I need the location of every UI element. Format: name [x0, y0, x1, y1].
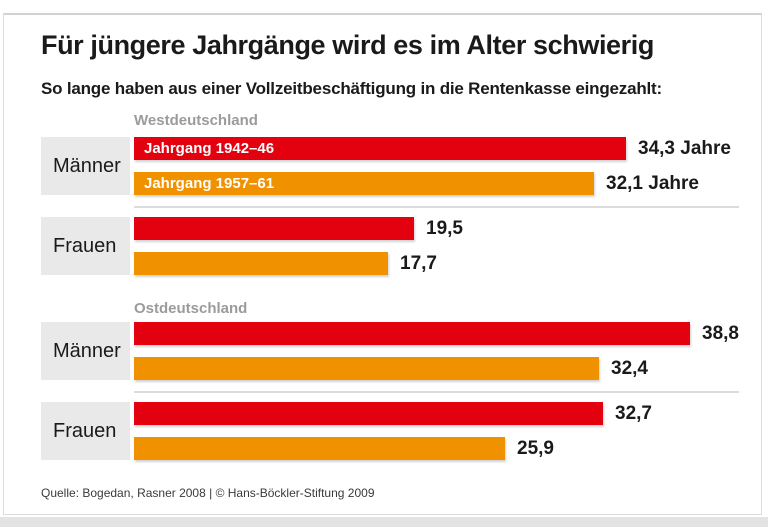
bar-row: 32,7	[134, 402, 652, 425]
bar-jahrgang-1942-46	[134, 217, 414, 240]
bar-jahrgang-1957-61: Jahrgang 1957–61	[134, 172, 594, 195]
bar-row: 17,7	[134, 252, 463, 275]
chart-title: Für jüngere Jahrgänge wird es im Alter s…	[41, 30, 654, 60]
section-heading-ostdeutschland: Ostdeutschland	[134, 300, 248, 317]
group-westdeutschland-m-nner: Männer Jahrgang 1942–46 34,3 Jahre Jahrgang…	[41, 137, 761, 195]
bar-row: 19,5	[134, 217, 463, 240]
bottom-strip	[0, 517, 768, 527]
value-label: 32,4	[611, 357, 648, 379]
bar-series-label: Jahrgang 1942–46	[144, 140, 275, 157]
bar-jahrgang-1942-46	[134, 402, 603, 425]
bar-row: 32,4	[134, 357, 739, 380]
bar-series-label: Jahrgang 1957–61	[144, 175, 275, 192]
group-separator	[134, 391, 739, 393]
bars-column: 32,7 25,9	[134, 402, 652, 460]
value-label: 34,3 Jahre	[638, 137, 731, 159]
group-label: Männer	[41, 322, 130, 380]
value-label: 17,7	[400, 252, 437, 274]
group-label: Frauen	[41, 402, 130, 460]
source-credit: Quelle: Bogedan, Rasner 2008 | © Hans-Bö…	[41, 486, 375, 500]
bar-jahrgang-1942-46: Jahrgang 1942–46	[134, 137, 626, 160]
group-westdeutschland-frauen: Frauen 19,5 17,7	[41, 217, 761, 275]
bars-column: 38,8 32,4	[134, 322, 739, 380]
group-separator	[134, 206, 739, 208]
bar-row: Jahrgang 1942–46 34,3 Jahre	[134, 137, 731, 160]
value-label: 32,1 Jahre	[606, 172, 699, 194]
bar-row: 38,8	[134, 322, 739, 345]
value-label: 19,5	[426, 217, 463, 239]
bar-jahrgang-1957-61	[134, 437, 505, 460]
bars-column: Jahrgang 1942–46 34,3 Jahre Jahrgang 1957–…	[134, 137, 731, 195]
section-heading-westdeutschland: Westdeutschland	[134, 112, 258, 129]
group-label: Frauen	[41, 217, 130, 275]
value-label: 32,7	[615, 402, 652, 424]
group-ostdeutschland-frauen: Frauen 32,7 25,9	[41, 402, 761, 460]
bars-column: 19,5 17,7	[134, 217, 463, 275]
bar-jahrgang-1942-46	[134, 322, 690, 345]
value-label: 25,9	[517, 437, 554, 459]
bar-jahrgang-1957-61	[134, 252, 388, 275]
group-ostdeutschland-m-nner: Männer 38,8 32,4	[41, 322, 761, 380]
group-label: Männer	[41, 137, 130, 195]
value-label: 38,8	[702, 322, 739, 344]
bar-jahrgang-1957-61	[134, 357, 599, 380]
bar-chart: Westdeutschland Männer Jahrgang 1942–46 34,…	[4, 112, 761, 460]
bar-row: 25,9	[134, 437, 652, 460]
bar-row: Jahrgang 1957–61 32,1 Jahre	[134, 172, 731, 195]
chart-card: Für jüngere Jahrgänge wird es im Alter s…	[3, 13, 762, 515]
chart-subtitle: So lange haben aus einer Vollzeitbeschäf…	[41, 79, 662, 98]
